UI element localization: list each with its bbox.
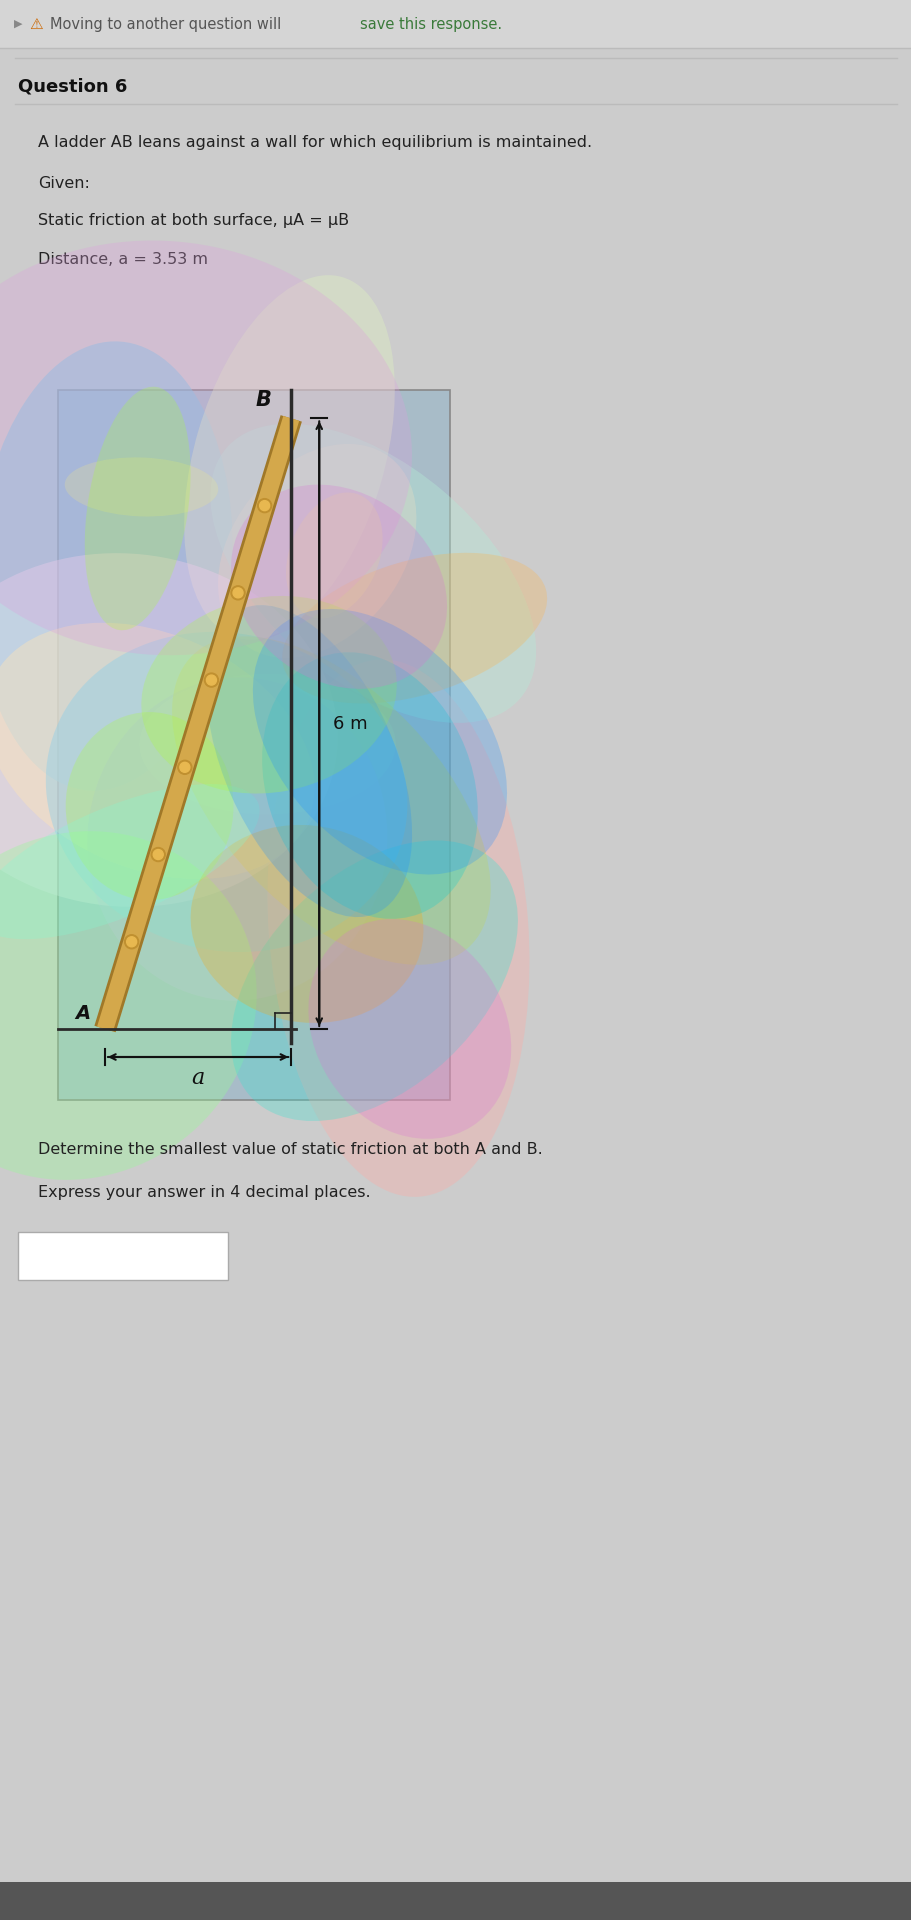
Ellipse shape <box>46 632 407 952</box>
Circle shape <box>127 937 137 947</box>
Ellipse shape <box>210 424 536 724</box>
Text: Static friction at both surface, μA = μB: Static friction at both surface, μA = μB <box>38 213 349 228</box>
Ellipse shape <box>267 659 529 1196</box>
Text: Given:: Given: <box>38 175 90 190</box>
Bar <box>58 390 449 1100</box>
Ellipse shape <box>190 826 423 1023</box>
Ellipse shape <box>230 841 517 1121</box>
Ellipse shape <box>0 553 337 906</box>
Circle shape <box>125 935 138 948</box>
Circle shape <box>206 676 216 685</box>
Ellipse shape <box>286 493 382 618</box>
Ellipse shape <box>184 275 394 639</box>
Ellipse shape <box>0 240 412 655</box>
Ellipse shape <box>66 712 233 900</box>
Ellipse shape <box>206 605 412 918</box>
Circle shape <box>230 586 245 599</box>
Text: Moving to another question will: Moving to another question will <box>50 17 285 31</box>
Ellipse shape <box>230 484 446 689</box>
Text: A: A <box>76 1004 90 1023</box>
Circle shape <box>204 674 219 687</box>
Ellipse shape <box>0 783 260 939</box>
Bar <box>0 1882 911 1920</box>
Ellipse shape <box>87 678 387 1000</box>
Text: A ladder AB leans against a wall for which equilibrium is maintained.: A ladder AB leans against a wall for whi… <box>38 136 591 150</box>
Ellipse shape <box>261 653 477 920</box>
Ellipse shape <box>0 342 232 791</box>
Bar <box>0 0 911 48</box>
Text: Question 6: Question 6 <box>18 77 128 94</box>
Ellipse shape <box>139 674 395 814</box>
Ellipse shape <box>308 920 511 1139</box>
Ellipse shape <box>141 595 396 793</box>
Circle shape <box>178 760 191 774</box>
Ellipse shape <box>172 636 490 966</box>
Ellipse shape <box>85 386 190 630</box>
Text: Distance, a = 3.53 m: Distance, a = 3.53 m <box>38 252 208 267</box>
Circle shape <box>151 847 165 862</box>
Ellipse shape <box>218 444 416 659</box>
FancyBboxPatch shape <box>18 1233 228 1281</box>
Circle shape <box>153 849 163 860</box>
Text: Express your answer in 4 decimal places.: Express your answer in 4 decimal places. <box>38 1185 370 1200</box>
Circle shape <box>233 588 242 597</box>
Text: ▶: ▶ <box>14 19 22 29</box>
Text: save this response.: save this response. <box>360 17 502 31</box>
Ellipse shape <box>252 609 507 874</box>
Text: ⚠: ⚠ <box>29 17 43 31</box>
Text: a: a <box>191 1068 205 1089</box>
Text: B: B <box>255 390 271 411</box>
Ellipse shape <box>0 622 314 879</box>
Ellipse shape <box>0 831 256 1181</box>
Ellipse shape <box>65 457 218 516</box>
Ellipse shape <box>281 553 547 703</box>
Circle shape <box>179 762 189 772</box>
Circle shape <box>260 501 270 511</box>
Text: 6 m: 6 m <box>333 714 367 733</box>
Circle shape <box>257 499 271 513</box>
Text: Determine the smallest value of static friction at both A and B.: Determine the smallest value of static f… <box>38 1142 542 1158</box>
